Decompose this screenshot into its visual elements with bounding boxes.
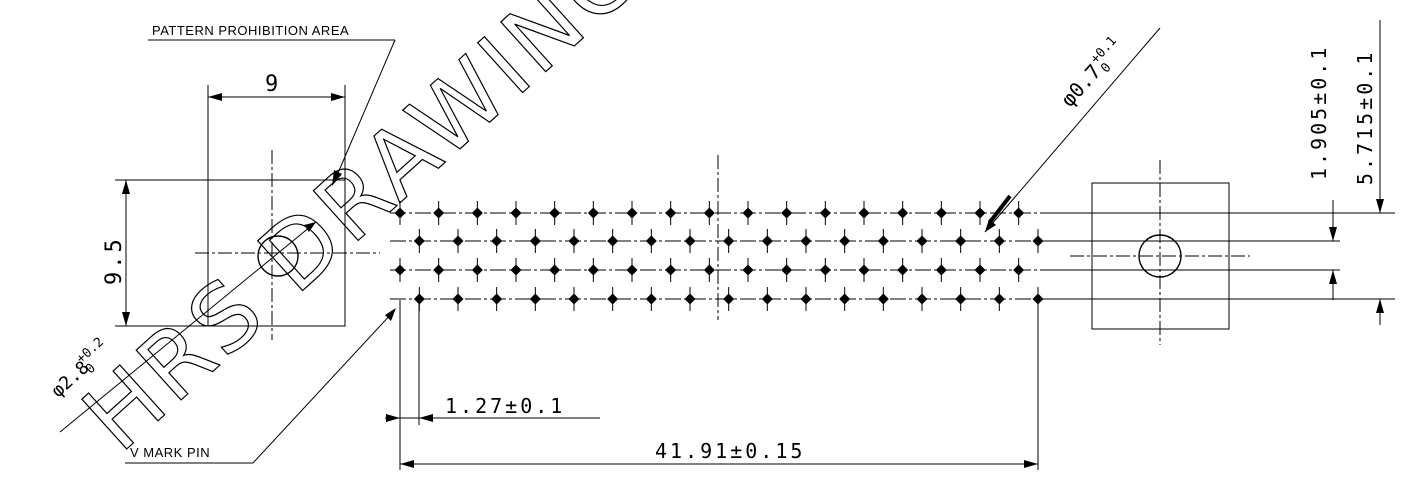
dim-row-1905: 1.905±0.1 bbox=[1307, 45, 1331, 180]
pin-pad bbox=[781, 264, 793, 276]
pin-pad bbox=[916, 293, 928, 305]
pin-pad bbox=[955, 235, 967, 247]
pin-pad bbox=[839, 235, 851, 247]
pin-pad bbox=[703, 207, 715, 219]
pin-pad bbox=[587, 264, 599, 276]
pin-pad bbox=[1032, 235, 1044, 247]
pin-pad bbox=[742, 207, 754, 219]
pin-pad bbox=[819, 264, 831, 276]
pin-pad bbox=[413, 235, 425, 247]
pin-pad bbox=[413, 293, 425, 305]
pin-pad bbox=[665, 264, 677, 276]
right-prohibition-area bbox=[1070, 160, 1250, 345]
pin-pad bbox=[703, 264, 715, 276]
pin-pad bbox=[723, 293, 735, 305]
pin-pad bbox=[974, 207, 986, 219]
pin-pad bbox=[491, 293, 503, 305]
pin-pad bbox=[645, 235, 657, 247]
pin-pad bbox=[993, 293, 1005, 305]
pin-pad bbox=[529, 235, 541, 247]
pin-pad bbox=[761, 235, 773, 247]
pin-pad bbox=[897, 264, 909, 276]
pin-pad bbox=[742, 264, 754, 276]
pin-pad bbox=[568, 293, 580, 305]
pin-pad bbox=[607, 235, 619, 247]
pin-pad bbox=[510, 207, 522, 219]
v-mark-pin-callout: V MARK PIN bbox=[125, 308, 396, 464]
dim-span: 41.91±0.15 bbox=[655, 439, 805, 463]
pin-pad bbox=[568, 235, 580, 247]
pin-pad bbox=[394, 264, 406, 276]
pin-pad bbox=[452, 293, 464, 305]
pin-pad bbox=[549, 207, 561, 219]
pin-pad bbox=[858, 264, 870, 276]
pin-pad bbox=[433, 264, 445, 276]
pin-pad bbox=[761, 293, 773, 305]
pin-pad bbox=[1032, 293, 1044, 305]
v-mark-pin-label: V MARK PIN bbox=[130, 445, 210, 460]
pin-pad bbox=[452, 235, 464, 247]
pin-pad bbox=[858, 207, 870, 219]
pin-pad bbox=[529, 293, 541, 305]
pin-pad bbox=[684, 293, 696, 305]
pin-diameter-callout: φ0.7 +0.1 0 bbox=[984, 27, 1161, 233]
row-pitch-dimensions: 1.905±0.1 5.715±0.1 bbox=[1040, 20, 1395, 325]
dim-height-9-5: 9.5 bbox=[102, 236, 127, 285]
pin-pad bbox=[549, 264, 561, 276]
pin-pad bbox=[626, 207, 638, 219]
pin-pad bbox=[471, 207, 483, 219]
pin-pad bbox=[800, 293, 812, 305]
pin-pad bbox=[839, 293, 851, 305]
pin-pad bbox=[781, 207, 793, 219]
pin-pad bbox=[684, 235, 696, 247]
pin-pad bbox=[665, 207, 677, 219]
pin-pad bbox=[587, 207, 599, 219]
pin-pad bbox=[471, 264, 483, 276]
dim-width-9: 9 bbox=[265, 72, 281, 97]
pin-pad bbox=[877, 293, 889, 305]
pin-pad bbox=[1013, 207, 1025, 219]
pin-pad bbox=[935, 264, 947, 276]
pin-pad bbox=[897, 207, 909, 219]
pin-grid bbox=[390, 155, 1048, 320]
dim-pitch: 1.27±0.1 bbox=[445, 394, 565, 418]
bottom-dimensions: 1.27±0.1 41.91±0.15 bbox=[385, 300, 1039, 470]
pin-pad bbox=[955, 293, 967, 305]
pin-pad bbox=[607, 293, 619, 305]
pin-pad bbox=[819, 207, 831, 219]
pin-pad bbox=[491, 235, 503, 247]
pin-pad bbox=[1013, 264, 1025, 276]
pin-pad bbox=[626, 264, 638, 276]
pin-pad bbox=[394, 207, 406, 219]
pin-pad bbox=[935, 207, 947, 219]
pin-pad bbox=[916, 235, 928, 247]
pin-pad bbox=[723, 235, 735, 247]
dim-row-5715: 5.715±0.1 bbox=[1353, 50, 1377, 185]
pin-pad bbox=[645, 293, 657, 305]
pin-pad bbox=[800, 235, 812, 247]
pin-pad bbox=[433, 207, 445, 219]
pin-pad bbox=[993, 235, 1005, 247]
pattern-prohibition-label: PATTERN PROHIBITION AREA bbox=[152, 23, 349, 38]
pin-pad bbox=[877, 235, 889, 247]
pin-pad bbox=[974, 264, 986, 276]
pin-pad bbox=[510, 264, 522, 276]
